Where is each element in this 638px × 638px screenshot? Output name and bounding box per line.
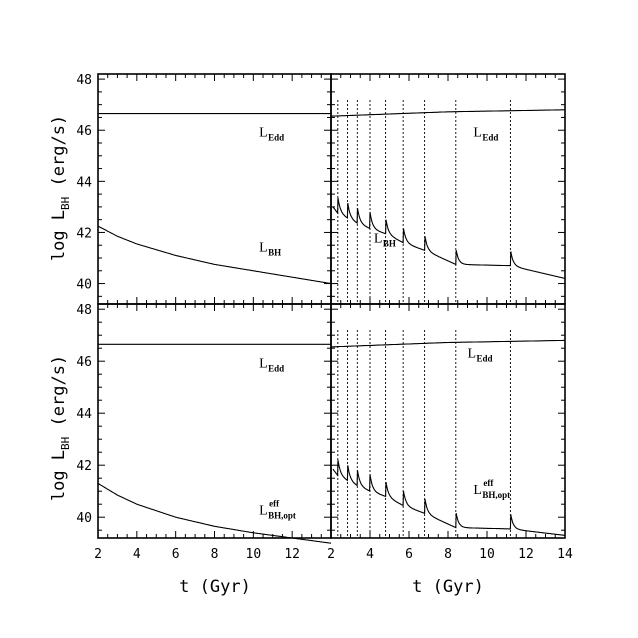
x-tick-label-bottom-left: 12 xyxy=(284,547,300,562)
svg-text:log LBH (erg/s): log LBH (erg/s) xyxy=(49,355,72,501)
curve-label-main: L xyxy=(259,357,268,372)
curve-label-bottom-left-0: L Edd xyxy=(259,357,284,374)
svg-text:log LBH (erg/s): log LBH (erg/s) xyxy=(49,115,72,261)
curve-label-sub: Edd xyxy=(477,353,493,363)
y-tick-label-bottom-left: 42 xyxy=(76,459,92,474)
x-tick-label-bottom-left: 4 xyxy=(133,547,141,562)
x-tick-label-bottom-right: 14 xyxy=(557,547,573,562)
x-tick-label-bottom-left: 8 xyxy=(211,547,219,562)
curve-label-main: L xyxy=(259,126,268,141)
y-tick-label-bottom-left: 48 xyxy=(76,303,92,318)
x-tick-label-bottom-right: 10 xyxy=(479,547,495,562)
curve-label-sub: Edd xyxy=(482,133,498,143)
panel-frame-bottom-right xyxy=(330,303,566,539)
y-axis-label-sub: BH xyxy=(59,437,72,450)
x-tick-label-bottom-right: 12 xyxy=(518,547,534,562)
edd-line-top-right xyxy=(330,109,565,117)
curve-label-bottom-right-1: L BH,opt eff xyxy=(473,478,510,500)
curve-label-sub: BH,opt xyxy=(268,511,296,521)
y-axis-label-unit: (erg/s) xyxy=(49,355,69,437)
curve-label-bottom-right-0: L Edd xyxy=(468,346,493,363)
axis-labels: t (Gyr) t (Gyr) log LBH (erg/s) log LBH … xyxy=(49,115,484,597)
y-tick-label-top-left: 48 xyxy=(76,73,92,88)
curve-label-top-left-0: L Edd xyxy=(259,126,284,143)
y-axis-label-top: log LBH (erg/s) xyxy=(49,115,72,261)
curves-layer xyxy=(97,100,565,544)
x-tick-label-bottom-left: 2 xyxy=(94,547,102,562)
lum-curve-top-left xyxy=(97,225,332,285)
panel-frame-top-left xyxy=(97,73,332,305)
curve-label-sub: BH xyxy=(268,248,281,258)
x-tick-label-bottom-right: 6 xyxy=(405,547,413,562)
y-axis-label-sub: BH xyxy=(59,197,72,210)
x-tick-label-bottom-right: 2 xyxy=(327,547,335,562)
panel-frame-top-right xyxy=(330,73,566,305)
x-axis-label-right: t (Gyr) xyxy=(412,577,484,597)
x-axis-label-left: t (Gyr) xyxy=(179,577,251,597)
curve-label-top-right-0: L Edd xyxy=(473,126,498,143)
y-tick-label-bottom-left: 46 xyxy=(76,355,92,370)
curve-label-sub: Edd xyxy=(268,133,284,143)
y-tick-label-bottom-left: 40 xyxy=(76,511,92,526)
y-tick-label-top-left: 42 xyxy=(76,226,92,241)
y-tick-label-top-left: 46 xyxy=(76,124,92,139)
x-tick-label-bottom-right: 4 xyxy=(366,547,374,562)
x-tick-label-bottom-left: 6 xyxy=(172,547,180,562)
y-axis-label-bottom: log LBH (erg/s) xyxy=(49,355,72,501)
curve-label-sup: eff xyxy=(269,499,280,509)
curve-label-sub: BH xyxy=(383,239,396,249)
y-axis-label-main: log L xyxy=(49,210,69,261)
curve-label-main: L xyxy=(259,241,268,256)
curve-label-main: L xyxy=(468,346,477,361)
curve-label-main: L xyxy=(473,483,482,498)
edd-line-bottom-right xyxy=(330,339,565,348)
x-tick-label-bottom-right: 8 xyxy=(444,547,452,562)
lum-curve-top-right xyxy=(332,197,565,279)
curve-label-top-left-1: L BH xyxy=(259,241,281,258)
lum-curve-bottom-right xyxy=(332,460,565,536)
curve-label-bottom-left-1: L BH,opt eff xyxy=(259,499,296,521)
curve-label-main: L xyxy=(473,126,482,141)
curve-label-top-right-1: L BH xyxy=(374,232,396,249)
x-tick-label-bottom-left: 10 xyxy=(246,547,262,562)
y-axis-label-unit: (erg/s) xyxy=(49,115,69,197)
y-tick-label-top-left: 40 xyxy=(76,278,92,293)
y-axis-label-main: log L xyxy=(49,450,69,501)
curve-label-sub: Edd xyxy=(268,364,284,374)
y-tick-label-bottom-left: 44 xyxy=(76,407,92,422)
y-tick-label-top-left: 44 xyxy=(76,175,92,190)
curve-label-sup: eff xyxy=(483,478,494,488)
curve-label-sub: BH,opt xyxy=(482,490,510,500)
curve-label-main: L xyxy=(374,232,383,247)
curve-label-main: L xyxy=(259,504,268,519)
